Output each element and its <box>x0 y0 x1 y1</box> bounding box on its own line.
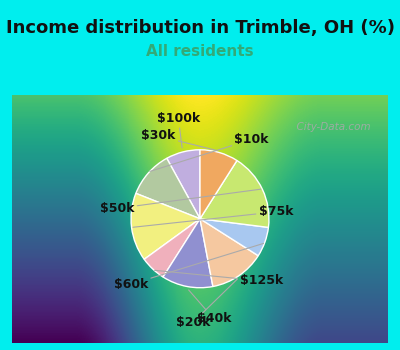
Text: $75k: $75k <box>133 205 293 227</box>
Text: $30k: $30k <box>141 130 217 150</box>
Text: $40k: $40k <box>189 290 231 325</box>
Text: $100k: $100k <box>157 112 200 148</box>
Wedge shape <box>200 219 258 287</box>
Text: $125k: $125k <box>155 270 283 287</box>
Wedge shape <box>144 219 200 277</box>
Wedge shape <box>200 219 268 256</box>
Text: $10k: $10k <box>150 133 269 172</box>
Wedge shape <box>200 161 269 228</box>
Wedge shape <box>167 150 200 219</box>
Wedge shape <box>136 158 200 219</box>
Text: City-Data.com: City-Data.com <box>290 122 371 132</box>
Text: All residents: All residents <box>146 44 254 59</box>
Wedge shape <box>131 193 200 259</box>
Wedge shape <box>200 150 237 219</box>
Wedge shape <box>163 219 213 288</box>
Text: Income distribution in Trimble, OH (%): Income distribution in Trimble, OH (%) <box>6 19 394 37</box>
Text: $20k: $20k <box>176 279 238 329</box>
Text: $60k: $60k <box>114 243 264 291</box>
Text: $50k: $50k <box>100 189 261 215</box>
